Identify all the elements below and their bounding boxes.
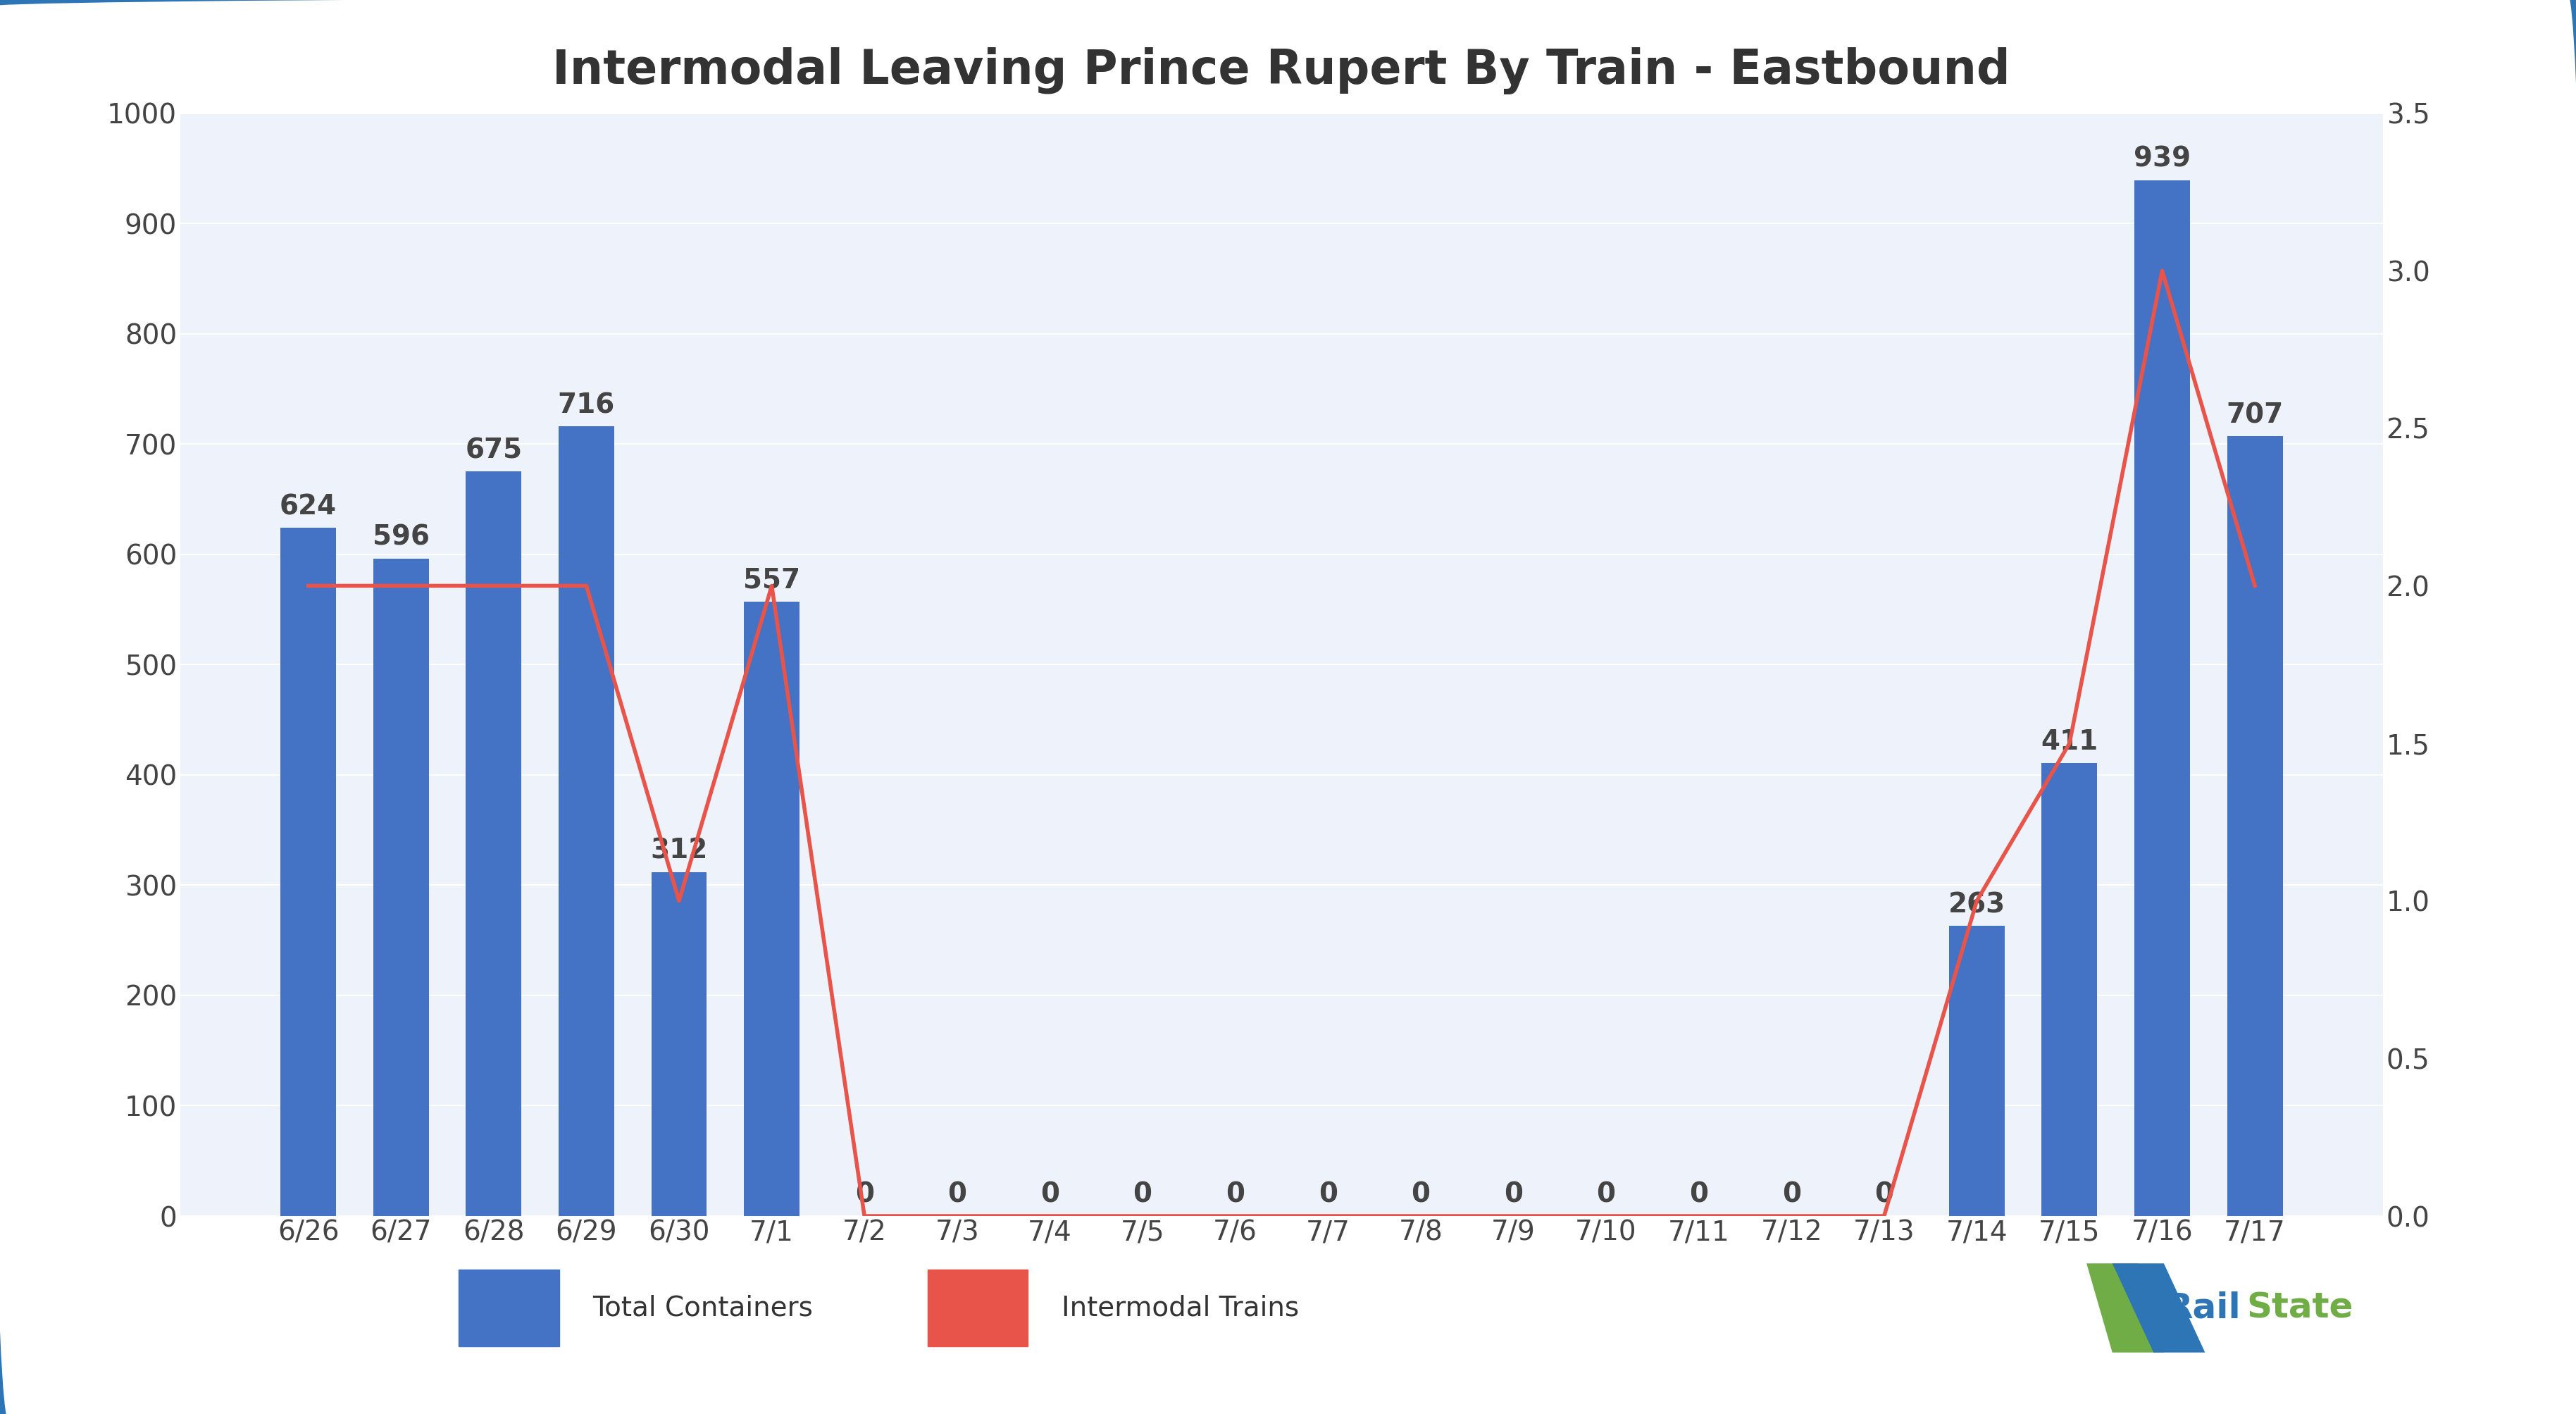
Text: 0: 0: [1504, 1182, 1522, 1208]
Polygon shape: [2112, 1264, 2205, 1352]
Bar: [1950, 926, 2004, 1216]
Text: 0: 0: [1690, 1182, 1708, 1208]
Text: 0: 0: [1875, 1182, 1893, 1208]
Text: Rail: Rail: [2166, 1291, 2241, 1325]
Text: State: State: [2246, 1291, 2352, 1325]
Text: 0: 0: [1783, 1182, 1801, 1208]
Bar: [559, 427, 613, 1216]
Text: 707: 707: [2226, 402, 2282, 428]
Bar: [2136, 181, 2190, 1216]
Text: 0: 0: [948, 1182, 966, 1208]
Text: 411: 411: [2040, 728, 2097, 755]
Text: 0: 0: [1597, 1182, 1615, 1208]
Text: 0: 0: [855, 1182, 873, 1208]
Bar: [466, 472, 520, 1216]
Text: 624: 624: [281, 493, 337, 520]
Text: 312: 312: [649, 837, 708, 864]
Text: 716: 716: [559, 392, 616, 419]
Bar: [652, 872, 706, 1216]
Text: 0: 0: [1041, 1182, 1059, 1208]
Title: Intermodal Leaving Prince Rupert By Train - Eastbound: Intermodal Leaving Prince Rupert By Trai…: [554, 47, 2009, 95]
Text: 596: 596: [374, 525, 430, 551]
Text: 263: 263: [1947, 891, 2004, 918]
Text: 939: 939: [2133, 146, 2190, 173]
Bar: [927, 1270, 1028, 1346]
Text: 557: 557: [742, 567, 801, 594]
Bar: [2043, 762, 2097, 1216]
Text: 0: 0: [1133, 1182, 1151, 1208]
Text: 0: 0: [1412, 1182, 1430, 1208]
Text: Intermodal Trains: Intermodal Trains: [1061, 1295, 1298, 1321]
Text: Total Containers: Total Containers: [592, 1295, 814, 1321]
Bar: [744, 602, 799, 1216]
Bar: [459, 1270, 559, 1346]
Polygon shape: [2087, 1264, 2164, 1352]
Bar: [2228, 437, 2282, 1216]
Text: 0: 0: [1319, 1182, 1337, 1208]
Bar: [281, 527, 335, 1216]
Text: 675: 675: [466, 437, 523, 464]
Text: 0: 0: [1226, 1182, 1244, 1208]
Bar: [374, 559, 428, 1216]
